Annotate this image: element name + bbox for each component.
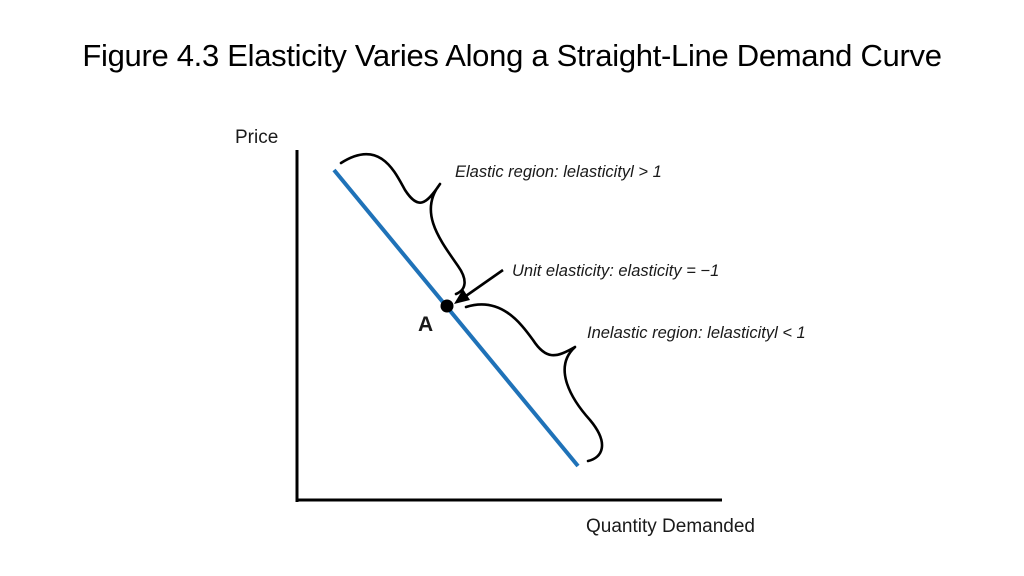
- demand-curve: [332, 168, 580, 468]
- slide-title: Figure 4.3 Elasticity Varies Along a Str…: [82, 38, 942, 73]
- elastic-region-brace: [339, 152, 466, 296]
- inelastic-region-label: Inelastic region: lelasticityl < 1: [587, 324, 806, 342]
- point-a-label: A: [418, 313, 433, 336]
- x-axis-label: Quantity Demanded: [586, 516, 755, 537]
- unit-elasticity-arrowhead: [454, 289, 470, 304]
- unit-elasticity-label: Unit elasticity: elasticity = −1: [512, 262, 719, 280]
- unit-elasticity-arrow-shaft: [462, 268, 504, 300]
- y-axis-label: Price: [235, 127, 278, 148]
- point-a-marker: [440, 299, 454, 313]
- elastic-region-label: Elastic region: lelasticityl > 1: [455, 163, 662, 181]
- inelastic-region-brace: [464, 303, 604, 463]
